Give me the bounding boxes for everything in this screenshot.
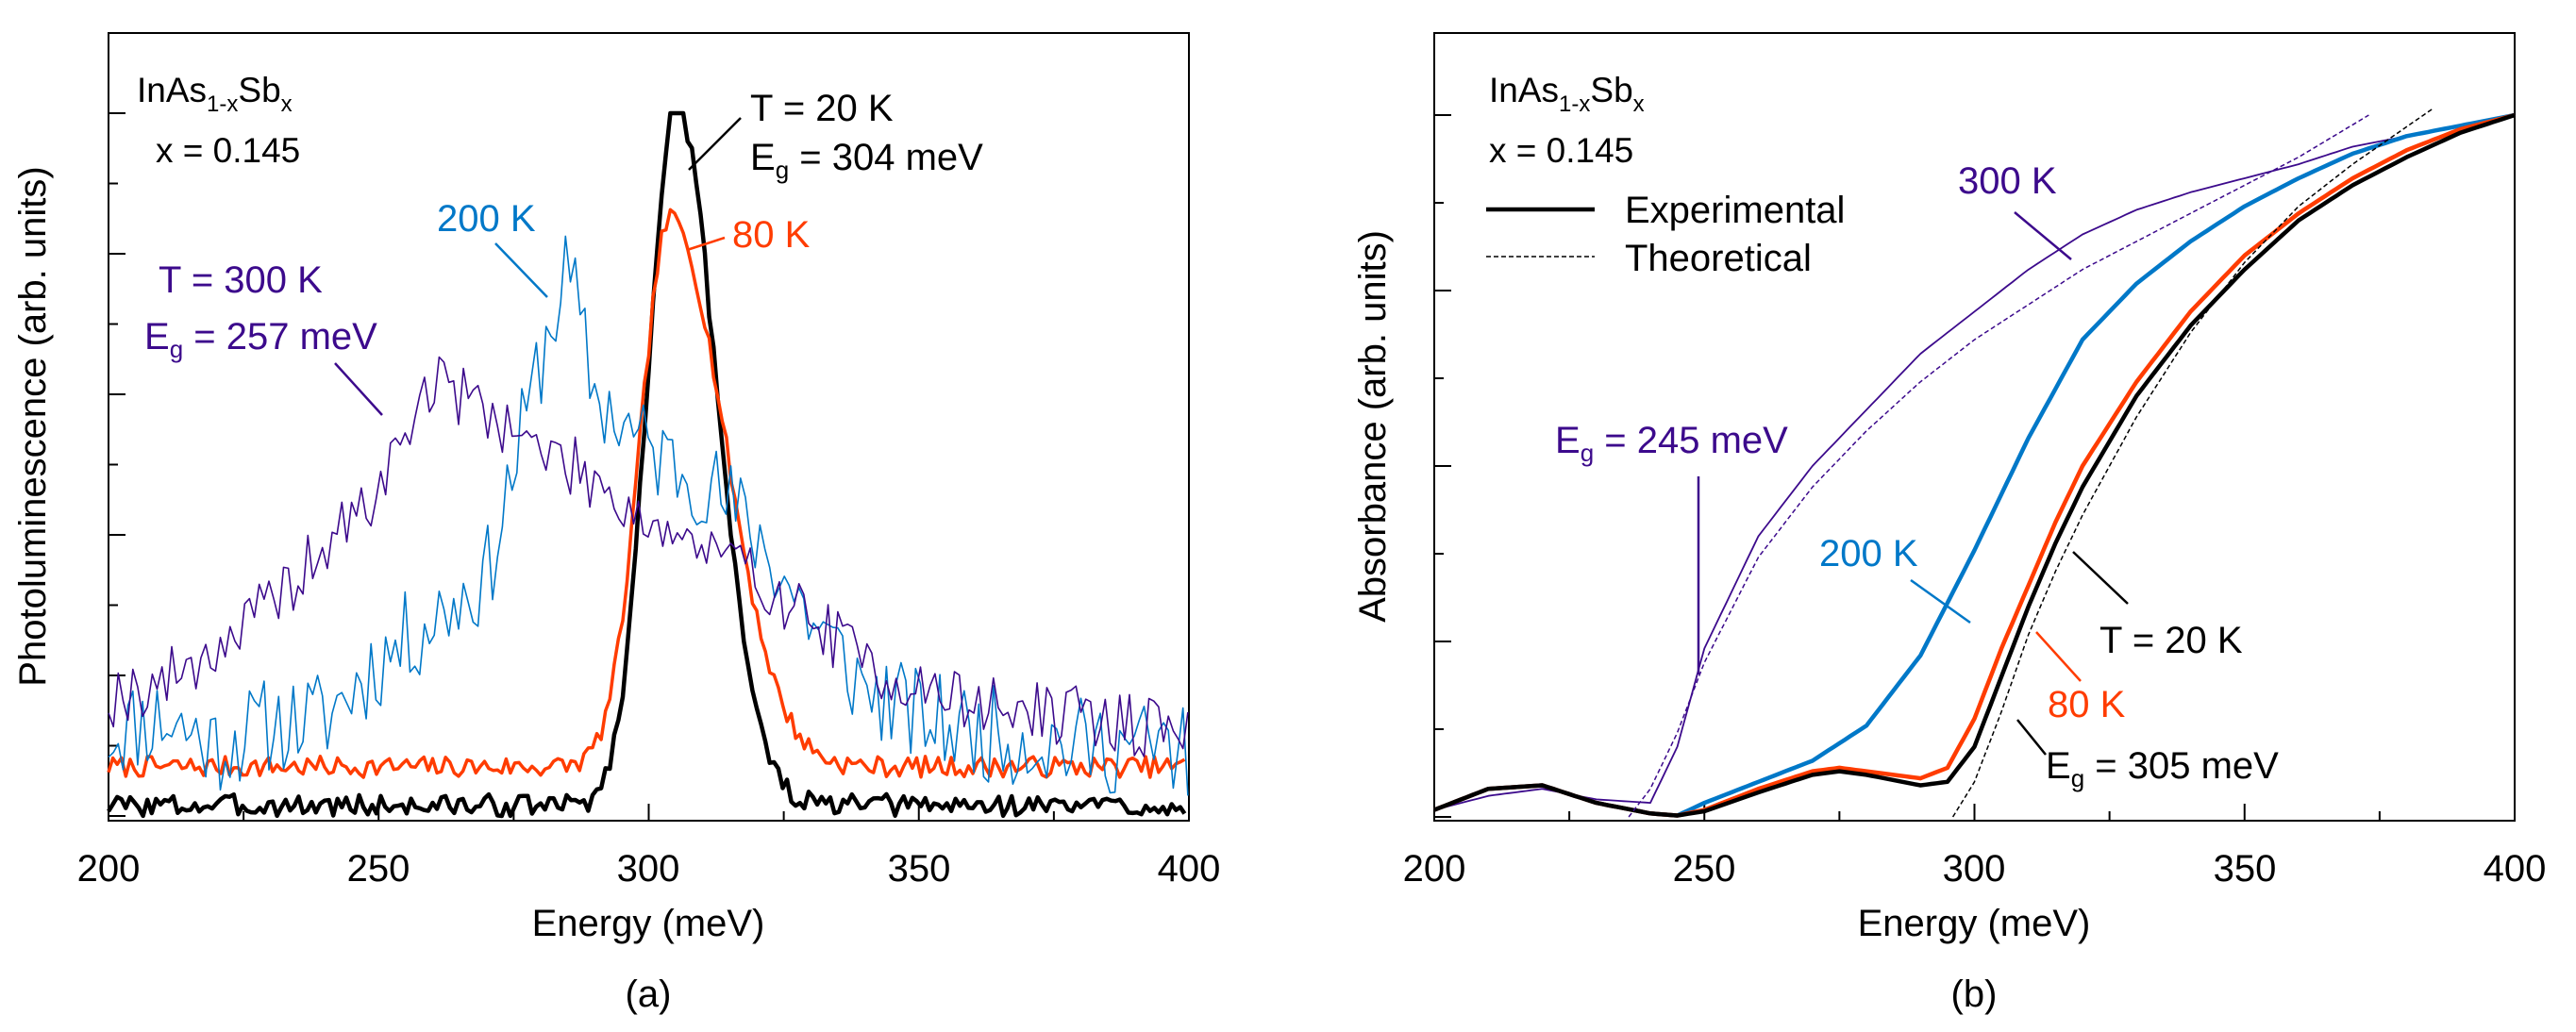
series-line-20-k-theoretical: [1951, 107, 2434, 818]
series-line-t-20-k: [107, 110, 1187, 819]
annotation-text: Eg = 305 meV: [2046, 745, 2279, 792]
curves-b: [1433, 107, 2516, 818]
annotation-200k: 200 K: [1819, 533, 1971, 624]
annotation-80k: 80 K: [2035, 631, 2126, 725]
annotation-300k: 300 K: [1958, 160, 2072, 260]
x-tick-label: 350: [2214, 848, 2277, 890]
annotation-leader: [688, 117, 742, 171]
annotation-leader: [2072, 551, 2129, 605]
series-line-t-20-k: [1433, 112, 2516, 818]
annotation-leader: [1910, 578, 1971, 624]
annotation-eg-245: Eg = 245 meV: [1555, 420, 1788, 674]
panel-caption: (b): [1951, 974, 1998, 1015]
annotation-leader: [2035, 631, 2082, 682]
series-line-200-k: [1433, 112, 2516, 818]
panel-b: 200 250 300 350 400 Energy (meV) Absorba…: [1352, 32, 2547, 1015]
panel-caption: (a): [626, 974, 672, 1015]
ticks-b: [1433, 114, 2516, 821]
curves-a: [107, 110, 1189, 819]
x-tick-label: 400: [2484, 848, 2547, 890]
material-label: InAs1-xSbx: [137, 71, 293, 117]
annotation-text: Eg = 257 meV: [144, 316, 377, 363]
annotation-text: T = 20 K: [750, 88, 894, 129]
x-tick-label: 250: [347, 848, 410, 890]
annotation-text: T = 20 K: [2099, 620, 2243, 661]
series-line-300-k: [1433, 114, 2516, 811]
panel-a: 200 250 300 350 400 Energy (meV) Photolu…: [12, 32, 1221, 1015]
annotation-text: Eg = 304 meV: [750, 137, 983, 184]
x-tick-label: 300: [617, 848, 680, 890]
x-tick-label: 400: [1158, 848, 1221, 890]
x-tick-label: 200: [77, 848, 141, 890]
composition-label: x = 0.145: [1489, 131, 1633, 170]
series-line-300-k-theoretical: [1628, 114, 2369, 818]
x-tick-label: 300: [1943, 848, 2006, 890]
x-tick-label: 200: [1403, 848, 1466, 890]
y-axis-label: Absorbance (arb. units): [1352, 230, 1394, 623]
series-line-200-k: [108, 235, 1189, 796]
annotation-text: 80 K: [2048, 684, 2126, 725]
annotation-300k: T = 300 K Eg = 257 meV: [144, 259, 383, 416]
material-label: InAs1-xSbx: [1489, 71, 1645, 117]
annotation-20k: T = 20 K: [2072, 551, 2243, 661]
annotation-text: 80 K: [732, 214, 811, 256]
annotation-text: 200 K: [1819, 533, 1918, 574]
composition-label: x = 0.145: [156, 131, 300, 170]
annotation-leader: [494, 242, 548, 298]
annotation-text: T = 300 K: [159, 259, 323, 301]
annotation-leader: [2016, 719, 2047, 756]
annotation-leader: [2014, 211, 2072, 260]
legend: Experimental Theoretical: [1486, 190, 1845, 279]
annotation-20k: T = 20 K Eg = 304 meV: [688, 88, 983, 184]
x-axis-label: Energy (meV): [532, 903, 765, 944]
series-line-80-k: [1433, 112, 2516, 818]
annotation-leader: [334, 362, 383, 416]
legend-label-theoretical: Theoretical: [1625, 238, 1812, 279]
annotation-text: 300 K: [1958, 160, 2057, 202]
legend-label-experimental: Experimental: [1625, 190, 1845, 231]
series-line-t-300-k: [108, 356, 1189, 757]
series-line-80-k: [107, 208, 1186, 779]
annotation-80k: 80 K: [686, 214, 811, 256]
ticks-a: [108, 112, 1190, 821]
annotation-leader: [686, 236, 726, 252]
x-tick-label: 250: [1673, 848, 1736, 890]
annotation-eg-305: Eg = 305 meV: [2016, 719, 2279, 792]
annotation-text: Eg = 245 meV: [1555, 420, 1788, 467]
annotation-text: 200 K: [437, 198, 536, 240]
annotation-200k: 200 K: [437, 198, 548, 298]
x-tick-label: 350: [888, 848, 951, 890]
y-axis-label: Photoluminescence (arb. units): [12, 166, 54, 686]
x-axis-label: Energy (meV): [1858, 903, 2091, 944]
